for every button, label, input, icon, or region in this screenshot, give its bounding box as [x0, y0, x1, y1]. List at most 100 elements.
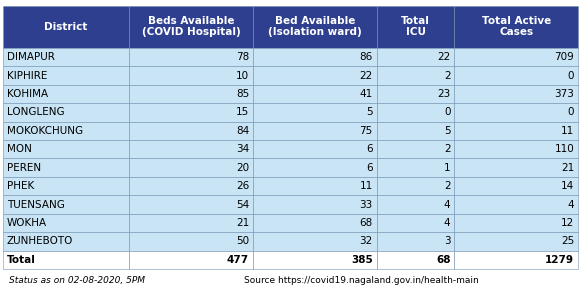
- Text: 78: 78: [236, 52, 249, 62]
- Bar: [377, 195, 454, 214]
- Text: 2: 2: [444, 181, 450, 191]
- Bar: [377, 140, 454, 158]
- Text: 709: 709: [554, 52, 574, 62]
- Text: 68: 68: [360, 218, 373, 228]
- Text: Beds Available
(COVID Hospital): Beds Available (COVID Hospital): [142, 16, 241, 37]
- Text: 50: 50: [236, 236, 249, 246]
- Text: 477: 477: [227, 255, 249, 265]
- Bar: [130, 48, 253, 66]
- Text: 14: 14: [561, 181, 574, 191]
- Bar: [377, 232, 454, 250]
- Bar: [3, 103, 130, 122]
- Text: 75: 75: [360, 126, 373, 136]
- Text: 0: 0: [444, 107, 450, 117]
- Bar: [253, 122, 377, 140]
- Text: DIMAPUR: DIMAPUR: [7, 52, 55, 62]
- Bar: [454, 66, 578, 85]
- Bar: [3, 158, 130, 177]
- Bar: [377, 214, 454, 232]
- Bar: [454, 103, 578, 122]
- Text: PHEK: PHEK: [7, 181, 34, 191]
- Bar: [3, 195, 130, 214]
- Text: MOKOKCHUNG: MOKOKCHUNG: [7, 126, 83, 136]
- Text: Status as on 02-08-2020, 5PM: Status as on 02-08-2020, 5PM: [9, 276, 145, 285]
- Text: MON: MON: [7, 144, 32, 154]
- Text: 15: 15: [236, 107, 249, 117]
- Text: Total
ICU: Total ICU: [401, 16, 430, 37]
- Text: LONGLENG: LONGLENG: [7, 107, 64, 117]
- Text: 4: 4: [568, 200, 574, 210]
- Text: 1: 1: [444, 163, 450, 173]
- Bar: [253, 214, 377, 232]
- Text: 11: 11: [561, 126, 574, 136]
- Text: Total: Total: [7, 255, 36, 265]
- Bar: [253, 195, 377, 214]
- Text: 5: 5: [366, 107, 373, 117]
- Text: 86: 86: [360, 52, 373, 62]
- Text: WOKHA: WOKHA: [7, 218, 47, 228]
- Bar: [454, 140, 578, 158]
- Text: 0: 0: [568, 107, 574, 117]
- Bar: [454, 195, 578, 214]
- Text: TUENSANG: TUENSANG: [7, 200, 65, 210]
- Bar: [3, 6, 130, 48]
- Bar: [253, 85, 377, 103]
- Bar: [454, 48, 578, 66]
- Text: 20: 20: [236, 163, 249, 173]
- Bar: [3, 85, 130, 103]
- Bar: [130, 214, 253, 232]
- Text: Total Active
Cases: Total Active Cases: [482, 16, 551, 37]
- Text: District: District: [45, 22, 88, 32]
- Bar: [377, 122, 454, 140]
- Text: 22: 22: [437, 52, 450, 62]
- Bar: [377, 103, 454, 122]
- Bar: [253, 48, 377, 66]
- Bar: [377, 66, 454, 85]
- Bar: [3, 48, 130, 66]
- Text: 26: 26: [236, 181, 249, 191]
- Bar: [130, 232, 253, 250]
- Bar: [253, 250, 377, 269]
- Bar: [130, 103, 253, 122]
- Bar: [3, 140, 130, 158]
- Bar: [253, 140, 377, 158]
- Bar: [253, 6, 377, 48]
- Bar: [454, 177, 578, 195]
- Bar: [377, 250, 454, 269]
- Text: 1279: 1279: [545, 255, 574, 265]
- Bar: [454, 214, 578, 232]
- Text: Source https://covid19.nagaland.gov.in/health-main: Source https://covid19.nagaland.gov.in/h…: [245, 276, 479, 285]
- Text: 11: 11: [360, 181, 373, 191]
- Bar: [130, 66, 253, 85]
- Text: 54: 54: [236, 200, 249, 210]
- Text: 25: 25: [561, 236, 574, 246]
- Bar: [3, 214, 130, 232]
- Bar: [253, 232, 377, 250]
- Bar: [130, 195, 253, 214]
- Bar: [130, 6, 253, 48]
- Bar: [3, 66, 130, 85]
- Text: 6: 6: [366, 144, 373, 154]
- Bar: [3, 177, 130, 195]
- Bar: [454, 85, 578, 103]
- Bar: [3, 122, 130, 140]
- Bar: [377, 6, 454, 48]
- Bar: [130, 122, 253, 140]
- Bar: [130, 177, 253, 195]
- Bar: [454, 158, 578, 177]
- Text: Bed Available
(Isolation ward): Bed Available (Isolation ward): [268, 16, 362, 37]
- Bar: [377, 177, 454, 195]
- Text: 23: 23: [437, 89, 450, 99]
- Text: 385: 385: [351, 255, 373, 265]
- Text: 12: 12: [561, 218, 574, 228]
- Text: 6: 6: [366, 163, 373, 173]
- Text: 2: 2: [444, 71, 450, 81]
- Text: 21: 21: [561, 163, 574, 173]
- Bar: [454, 122, 578, 140]
- Text: 84: 84: [236, 126, 249, 136]
- Bar: [3, 232, 130, 250]
- Bar: [130, 158, 253, 177]
- Text: 5: 5: [444, 126, 450, 136]
- Text: 34: 34: [236, 144, 249, 154]
- Bar: [377, 48, 454, 66]
